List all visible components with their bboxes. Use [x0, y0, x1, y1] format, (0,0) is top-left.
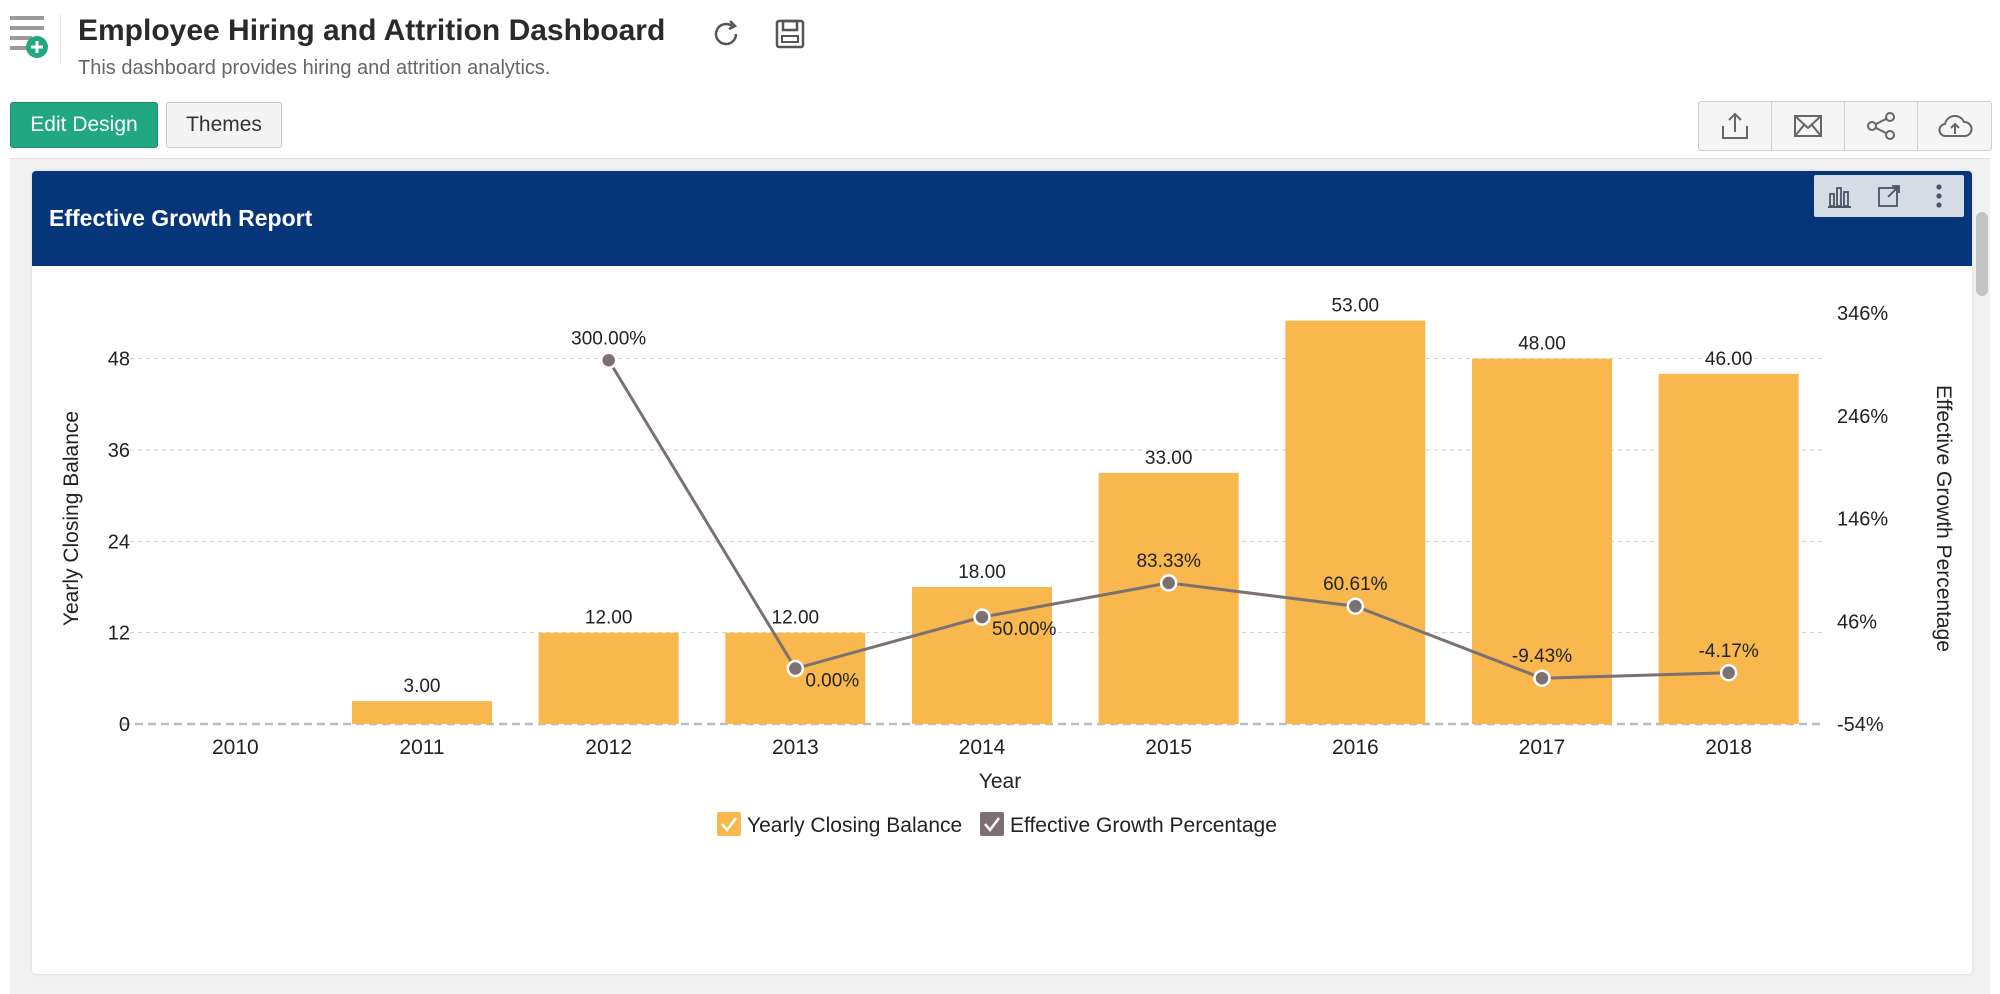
dashboard-menu-icon[interactable]	[10, 12, 50, 60]
bar-data-label: 18.00	[958, 562, 1006, 583]
action-toolbar	[1698, 101, 1992, 151]
page-subtitle: This dashboard provides hiring and attri…	[78, 57, 551, 79]
y2-tick-label: 246%	[1837, 406, 1888, 428]
themes-button[interactable]: Themes	[166, 102, 282, 148]
x-tick-label: 2015	[1145, 736, 1192, 759]
growth-data-label: -9.43%	[1512, 646, 1572, 667]
legend-label-line: Effective Growth Percentage	[1010, 814, 1277, 837]
bar	[1472, 358, 1612, 724]
legend-swatch-bars	[717, 812, 741, 836]
header-divider	[60, 14, 61, 64]
growth-chart: 0 12 24 36 48 -54% 46% 146% 246% 346% Yearly Closi…	[60, 296, 1955, 837]
edit-design-button[interactable]: Edit Design	[10, 102, 158, 148]
bar-data-label: 53.00	[1332, 296, 1380, 317]
bar-data-label: 33.00	[1145, 448, 1193, 469]
x-tick-label: 2017	[1519, 736, 1566, 759]
y-tick-label: 12	[108, 623, 130, 645]
bar-data-label: 12.00	[585, 608, 633, 629]
y-tick-label: 36	[108, 440, 130, 462]
open-external-icon	[1878, 185, 1900, 207]
mail-icon	[1794, 115, 1822, 137]
x-tick-label: 2010	[212, 736, 259, 759]
more-vertical-icon	[1936, 184, 1942, 208]
check-icon	[984, 817, 1000, 833]
x-tick-label: 2018	[1705, 736, 1752, 759]
growth-data-label: -4.17%	[1699, 641, 1759, 662]
growth-point	[1719, 664, 1738, 682]
growth-point	[1533, 669, 1551, 687]
x-tick-label: 2016	[1332, 736, 1379, 759]
chart-type-button[interactable]	[1819, 178, 1859, 214]
bar	[725, 632, 866, 724]
growth-data-label: 50.00%	[992, 619, 1057, 640]
y2-tick-label: 46%	[1837, 611, 1877, 633]
y-tick-label: 24	[108, 531, 130, 553]
bar	[538, 632, 679, 724]
bar-data-label: 46.00	[1705, 349, 1753, 370]
bar-data-label: 48.00	[1518, 334, 1566, 355]
x-tick-label: 2014	[959, 736, 1006, 759]
bar-chart-icon	[1828, 187, 1851, 208]
bar	[1098, 472, 1239, 724]
x-axis-title: Year	[979, 770, 1021, 793]
y-tick-label: 48	[108, 349, 130, 371]
y2-axis-title: Effective Growth Percentage	[1932, 385, 1955, 652]
growth-point	[973, 608, 991, 626]
report-widget: Effective Growth Report	[32, 171, 1972, 974]
save-icon[interactable]	[772, 16, 808, 52]
y2-tick-label: -54%	[1837, 714, 1884, 736]
growth-point	[599, 351, 618, 370]
growth-data-label: 60.61%	[1323, 574, 1388, 595]
bar	[1285, 320, 1426, 724]
share-icon	[1867, 112, 1895, 140]
publish-button[interactable]	[1918, 102, 1991, 150]
export-icon	[1722, 112, 1748, 139]
check-icon	[721, 817, 737, 833]
export-button[interactable]	[1699, 102, 1772, 150]
bar	[352, 701, 492, 724]
growth-point	[1159, 574, 1178, 592]
legend-label-bars: Yearly Closing Balance	[747, 814, 962, 837]
x-tick-label: 2013	[772, 736, 819, 759]
vertical-scrollbar[interactable]	[1976, 212, 1988, 296]
y-tick-label: 0	[119, 714, 130, 736]
growth-data-label: 83.33%	[1136, 551, 1201, 572]
open-report-button[interactable]	[1869, 178, 1909, 214]
refresh-icon[interactable]	[708, 16, 744, 52]
growth-point	[786, 659, 805, 678]
email-button[interactable]	[1772, 102, 1845, 150]
page-title: Employee Hiring and Attrition Dashboard	[78, 14, 666, 47]
bar-data-label: 3.00	[404, 676, 441, 697]
y-axis-title: Yearly Closing Balance	[60, 411, 83, 626]
x-tick-label: 2011	[399, 736, 444, 759]
y2-tick-label: 346%	[1837, 303, 1888, 325]
growth-data-label: 0.00%	[805, 671, 859, 692]
report-title: Effective Growth Report	[49, 205, 313, 231]
report-header: Effective Growth Report	[32, 171, 1972, 266]
publish-cloud-icon	[1938, 114, 1972, 137]
report-tools	[1814, 175, 1964, 217]
bar-data-label: 12.00	[772, 608, 820, 629]
share-button[interactable]	[1845, 102, 1918, 150]
more-options-button[interactable]	[1919, 178, 1959, 214]
top-bar: Employee Hiring and Attrition Dashboard …	[0, 0, 2000, 80]
y2-tick-label: 146%	[1837, 509, 1888, 531]
legend-swatch-line	[980, 812, 1004, 836]
growth-data-label: 300.00%	[571, 328, 646, 349]
growth-point	[1346, 597, 1365, 615]
x-tick-label: 2012	[585, 736, 632, 759]
